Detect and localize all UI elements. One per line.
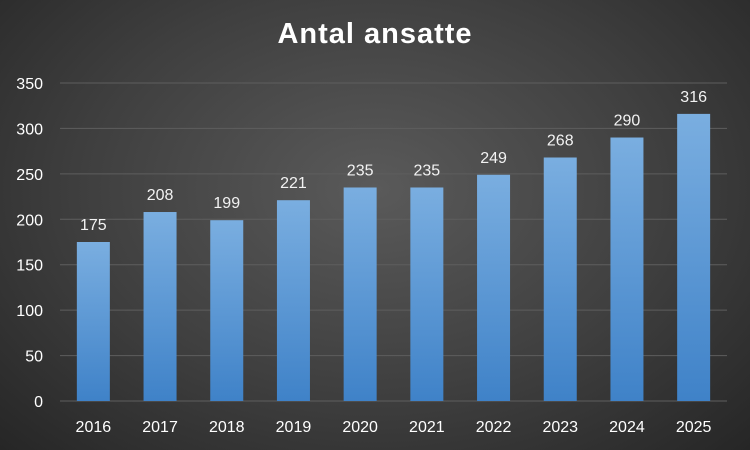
bar-2016 — [76, 242, 110, 401]
bar-2020 — [343, 187, 377, 401]
x-axis-ticks: 2016 2017 2018 2019 2020 2021 2022 2023 2024 2025 — [76, 419, 712, 436]
data-label-2017: 208 — [147, 187, 174, 204]
y-tick-label-100: 100 — [16, 303, 43, 320]
data-label-2023: 268 — [547, 133, 574, 150]
data-labels: 175 208 199 221 235 235 249 268 290 316 — [80, 89, 707, 234]
y-tick-label-50: 50 — [25, 349, 43, 366]
x-tick-label-2018: 2018 — [209, 419, 245, 436]
x-tick-label-2016: 2016 — [76, 419, 112, 436]
data-label-2018: 199 — [213, 195, 240, 212]
data-label-2019: 221 — [280, 175, 307, 192]
bar-2019 — [276, 200, 310, 401]
y-tick-label-150: 150 — [16, 258, 43, 275]
x-tick-label-2024: 2024 — [609, 419, 645, 436]
bar-2024 — [610, 137, 644, 401]
data-label-2021: 235 — [413, 162, 440, 179]
y-tick-label-300: 300 — [16, 121, 43, 138]
bar-2025 — [677, 113, 711, 402]
x-tick-label-2019: 2019 — [276, 419, 312, 436]
data-label-2025: 316 — [680, 89, 707, 106]
x-tick-label-2017: 2017 — [142, 419, 178, 436]
bars — [76, 113, 711, 402]
x-tick-label-2020: 2020 — [342, 419, 378, 436]
x-tick-label-2021: 2021 — [409, 419, 445, 436]
chart-title: Antal ansatte — [277, 18, 473, 50]
data-label-2016: 175 — [80, 217, 107, 234]
data-label-2024: 290 — [614, 113, 641, 130]
bar-2023 — [543, 157, 577, 401]
y-tick-label-350: 350 — [16, 76, 43, 93]
data-label-2022: 249 — [480, 150, 507, 167]
bar-2021 — [410, 187, 444, 401]
y-tick-label-250: 250 — [16, 167, 43, 184]
x-tick-label-2022: 2022 — [476, 419, 512, 436]
y-tick-label-200: 200 — [16, 212, 43, 229]
bar-2022 — [477, 174, 511, 401]
y-tick-label-0: 0 — [34, 394, 43, 411]
bar-2018 — [210, 220, 244, 401]
data-label-2020: 235 — [347, 162, 374, 179]
x-tick-label-2025: 2025 — [676, 419, 712, 436]
y-axis-ticks: 0 50 100 150 200 250 300 350 — [16, 76, 43, 411]
bar-2017 — [143, 212, 177, 401]
x-tick-label-2023: 2023 — [542, 419, 578, 436]
